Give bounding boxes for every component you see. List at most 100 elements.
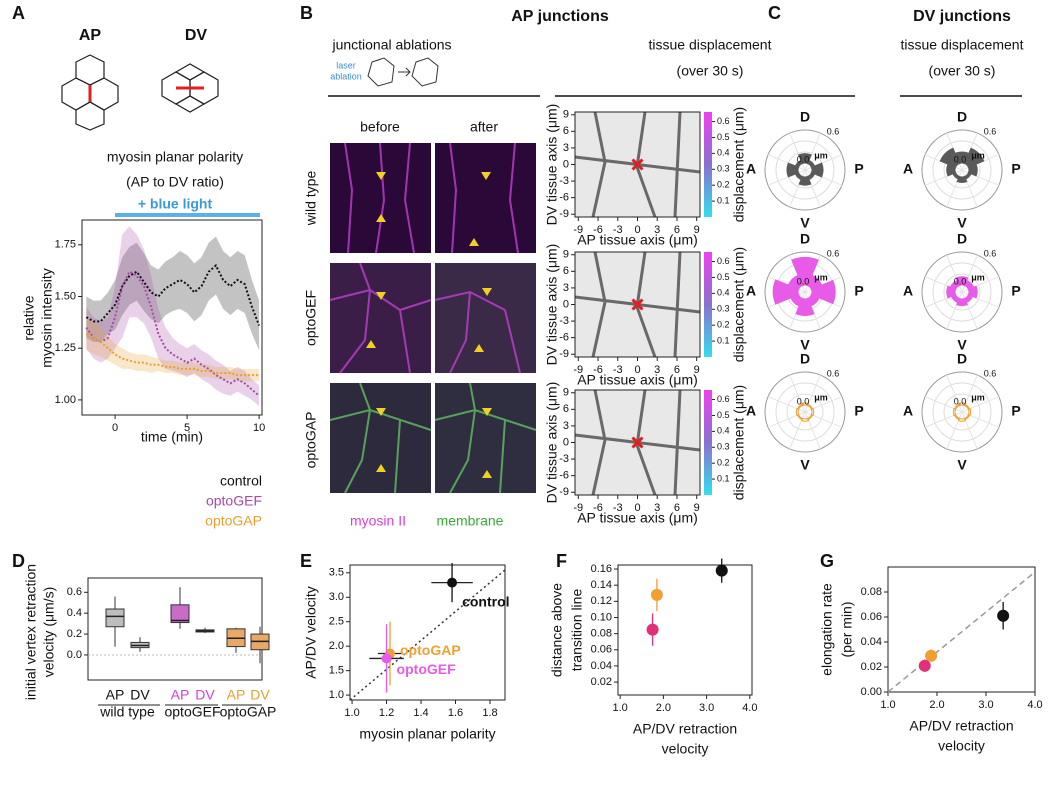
y-tick-label: 0.16 [591, 563, 612, 575]
r-tick-label: 0.0 [954, 276, 967, 286]
y-tick-label: 0.4 [67, 607, 82, 619]
axis-label: velocity [938, 738, 985, 754]
r-tick-label: 0.6 [984, 126, 997, 136]
colorbar-tick-label: 0.1 [717, 473, 730, 483]
y-tick-label: 0.06 [591, 644, 612, 656]
micrographs [329, 142, 537, 494]
x-tick-label: -3 [613, 224, 623, 236]
colorbar-tick-label: 0.1 [717, 335, 730, 345]
y-tick-label: 0.12 [591, 595, 612, 607]
x-tick-label: 2.0 [929, 699, 944, 711]
polar-sector [956, 175, 968, 183]
panel-letter: G [820, 551, 834, 571]
direction-label: A [903, 403, 913, 419]
polar-grid [775, 382, 835, 442]
ablation-site [631, 158, 644, 171]
x-tick-label: 3.0 [978, 699, 993, 711]
identity-line [349, 569, 506, 701]
direction-label: P [854, 161, 863, 177]
y-tick-label: 9 [563, 387, 569, 399]
axis-label: distance above [549, 583, 565, 677]
axis-label: myosin intensity [39, 268, 55, 368]
colorbar-tick-label: 0.5 [717, 410, 730, 420]
x-tick-label: 1.0 [613, 702, 628, 714]
polar-sector [795, 297, 815, 316]
x-tick-label: -3 [613, 502, 623, 514]
axis-label: displacement (μm) [731, 247, 747, 362]
point [646, 623, 659, 636]
polar-sector [957, 402, 967, 407]
x-tick-label: 4.0 [1027, 699, 1042, 711]
column-title: (over 30 s) [677, 63, 744, 79]
r-tick-label: 0.6 [827, 126, 840, 136]
x-tick-label: 1.0 [344, 707, 359, 719]
x-tick-label: -6 [593, 502, 603, 514]
r-unit: μm [971, 150, 985, 160]
direction-label: D [957, 109, 967, 125]
annotation: + blue light [138, 196, 213, 212]
axis-label: velocity (μm/s) [41, 587, 57, 678]
column-title: tissue displacement [649, 37, 772, 53]
y-tick-label: 0.04 [861, 636, 882, 648]
y-tick-label: 9 [563, 109, 569, 121]
colorbar-tick-label: 0.3 [717, 442, 730, 452]
y-tick-label: 3.5 [329, 567, 344, 579]
polar-sector [949, 279, 960, 290]
axis-label: elongation rate [819, 583, 835, 676]
r-tick-label: 0.0 [797, 396, 810, 406]
x-tick-label: 6 [674, 502, 680, 514]
x-tick-label: -9 [573, 364, 583, 376]
direction-label: P [1011, 283, 1020, 299]
polar-ring [921, 129, 1003, 211]
y-tick-label: -9 [559, 486, 569, 498]
polar-sector [807, 414, 814, 421]
direction-label: V [800, 457, 810, 473]
y-tick-label: 6 [563, 403, 569, 415]
x-tick-label: 3 [654, 502, 660, 514]
identity-line [887, 571, 1036, 693]
polar-sector [787, 274, 803, 290]
axes-frame [349, 564, 506, 701]
polar-sector [795, 408, 800, 416]
x-tick-label: 6 [674, 364, 680, 376]
polar-sector [955, 276, 969, 287]
colorbar-tick-label: 0.3 [717, 304, 730, 314]
panel-letter: D [12, 551, 25, 571]
colorbar-tick-label: 0.2 [717, 458, 730, 468]
y-tick-label: 0.08 [861, 586, 882, 598]
x-tick-label: 9 [694, 224, 700, 236]
axes-frame [87, 577, 263, 681]
x-tick-label: 1.4 [413, 707, 428, 719]
x-tick-label: 2.0 [656, 702, 671, 714]
polar-sector [800, 402, 810, 407]
x-tick-label: 9 [694, 502, 700, 514]
polar-sector [964, 414, 971, 421]
direction-label: D [957, 231, 967, 247]
direction-label: V [800, 215, 810, 231]
colorbar-tick-label: 0.1 [717, 195, 730, 205]
axis-label: (per min) [839, 601, 855, 657]
colorbar [704, 390, 712, 495]
axis-label: AP/DV retraction [909, 718, 1013, 734]
r-tick-label: 0.6 [827, 248, 840, 258]
r-tick-label: 0.6 [984, 248, 997, 258]
axis-label: initial vertex retraction [23, 564, 39, 700]
colorbar [704, 252, 712, 357]
direction-label: D [800, 109, 810, 125]
legend-entry: control [220, 473, 262, 489]
direction-label: P [1011, 161, 1020, 177]
r-tick-label: 0.0 [797, 276, 810, 286]
axes-frame [887, 566, 1036, 693]
image-row: optoGAP [303, 412, 319, 469]
axis-label: AP tissue axis (μm) [577, 232, 698, 248]
point-label: optoGAP [400, 642, 461, 658]
y-tick-label: 3 [563, 282, 569, 294]
colorbar-tick-label: 0.6 [717, 256, 730, 266]
y-tick-label: 1.00 [55, 394, 76, 406]
polar-sector [796, 414, 803, 421]
y-tick-label: 1.50 [55, 290, 76, 302]
polar-grid [932, 140, 992, 200]
polar-grid [932, 382, 992, 442]
axis-label: DV tissue axis (μm) [544, 244, 560, 366]
